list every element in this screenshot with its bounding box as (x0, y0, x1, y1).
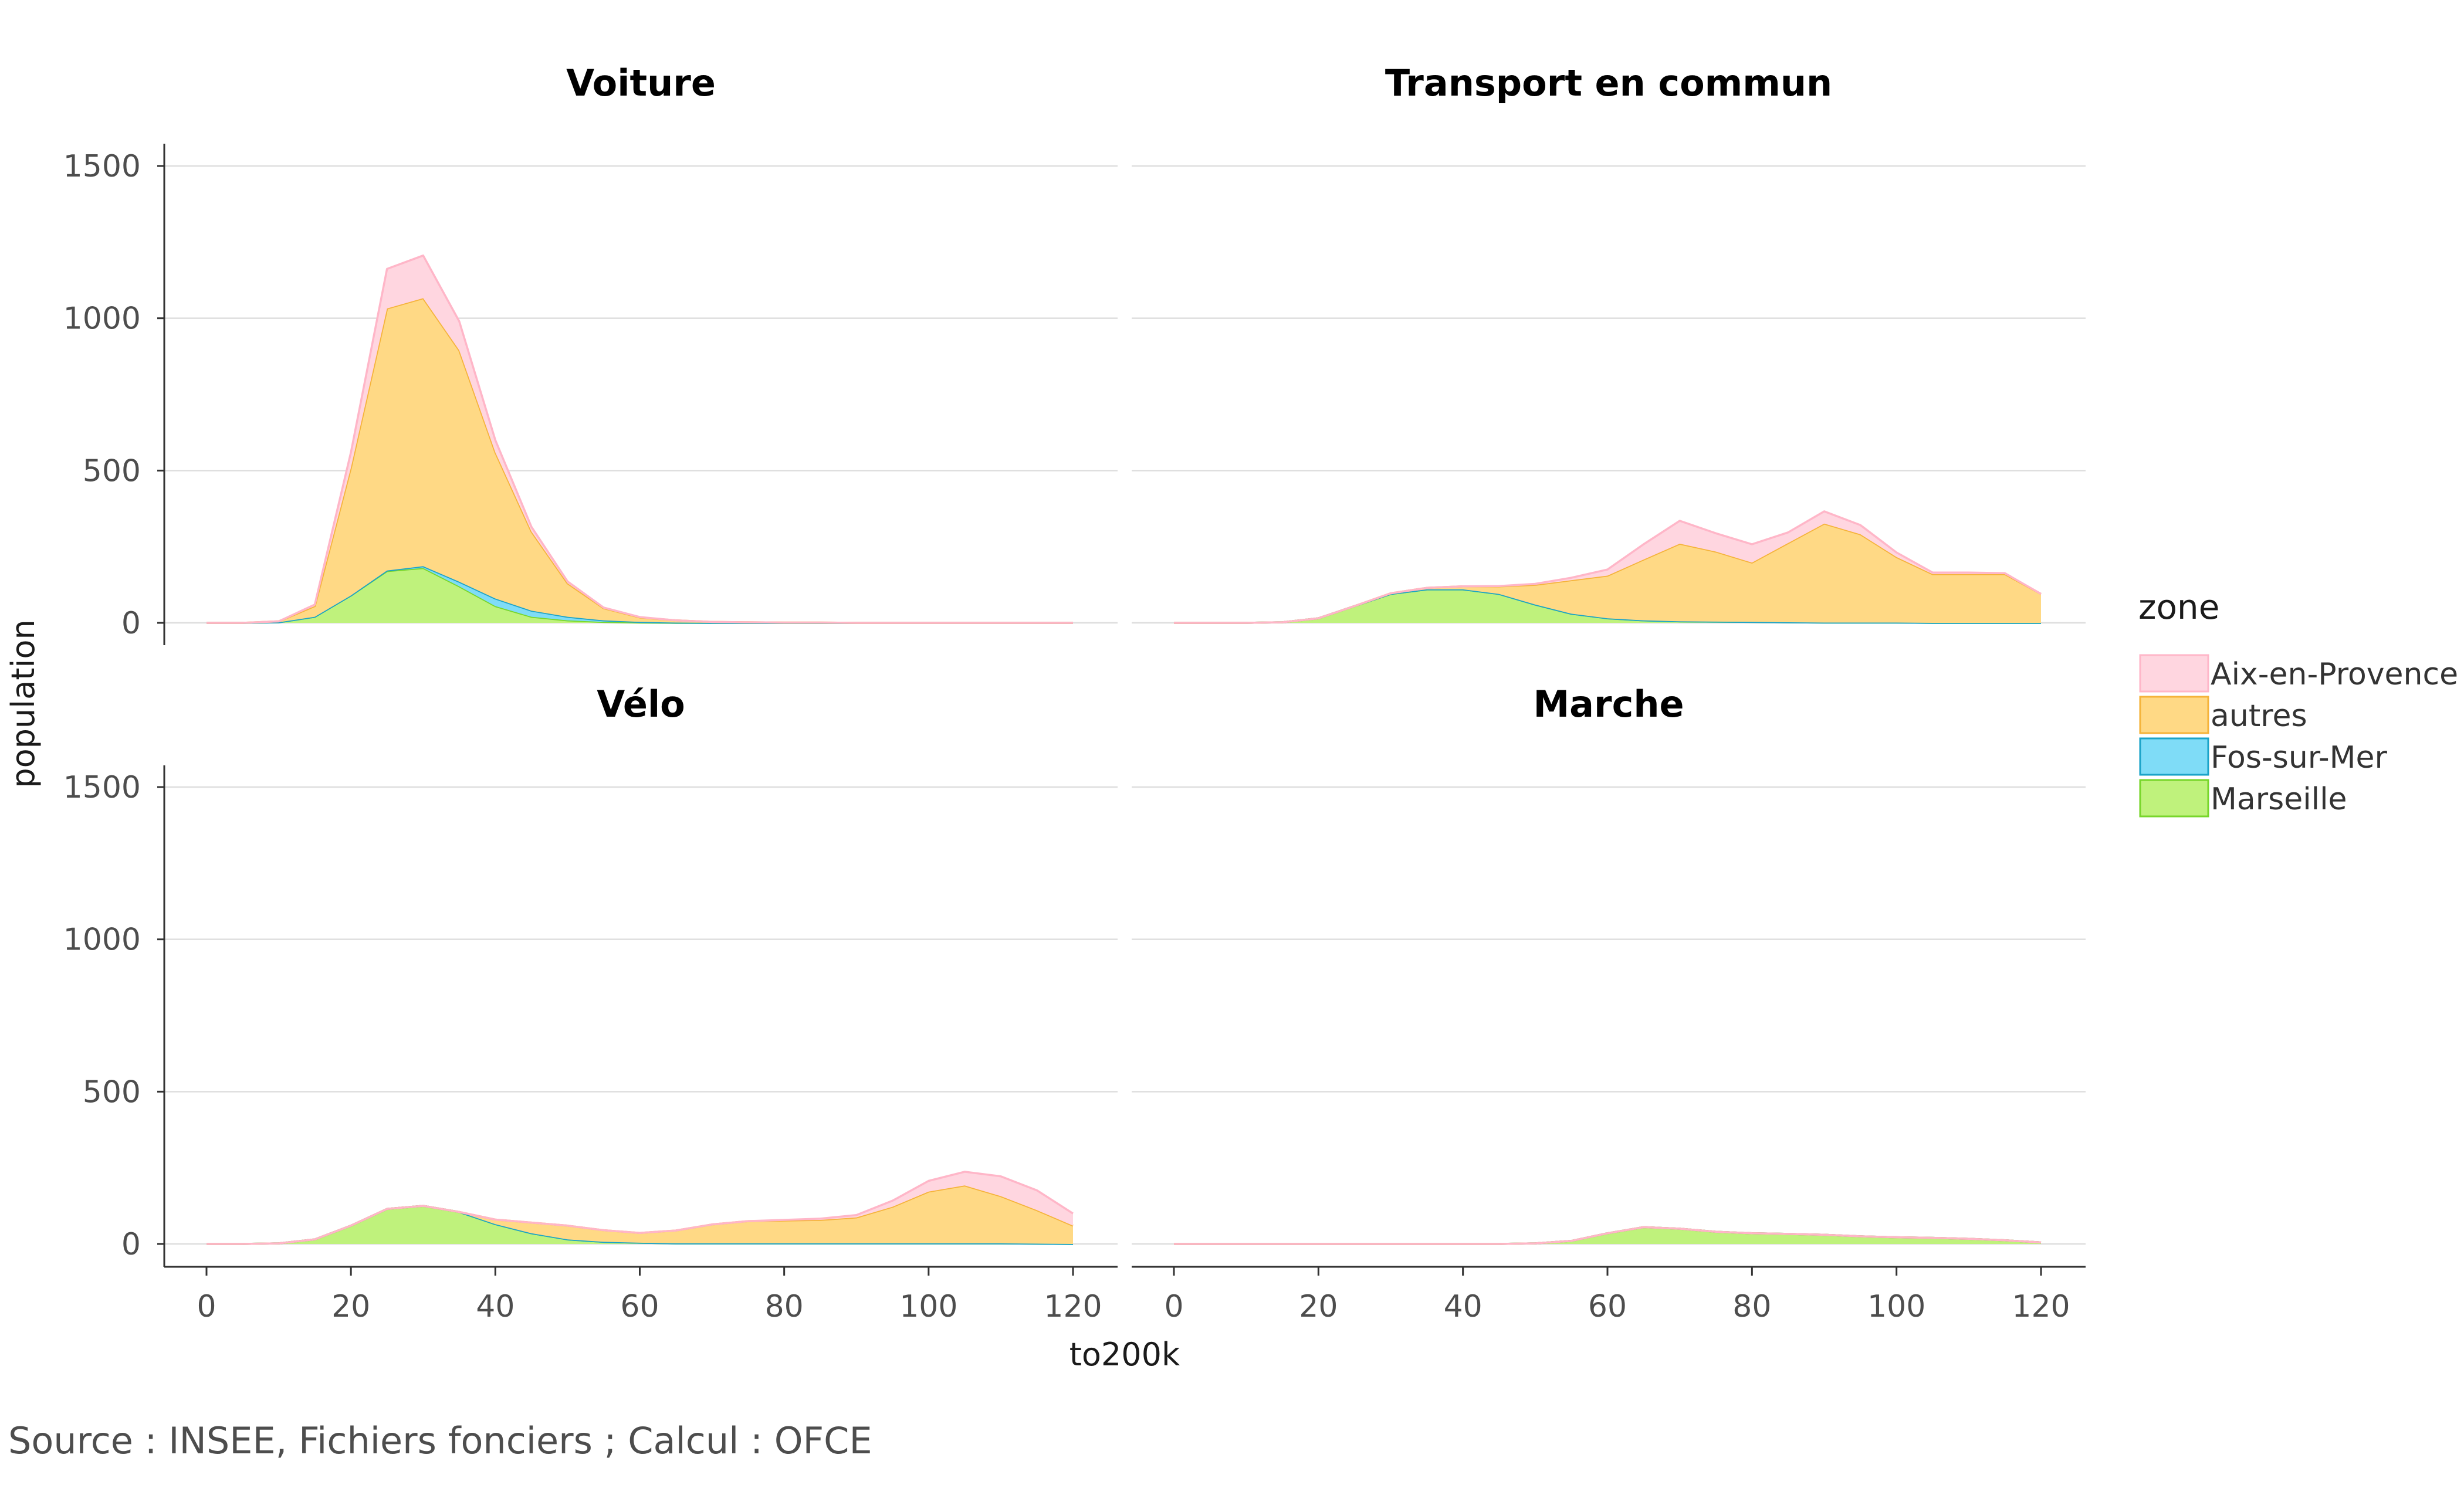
x-tick-label: 20 (331, 1289, 370, 1324)
y-tick-label: 500 (83, 1074, 141, 1110)
source-caption: Source : INSEE, Fichiers fonciers ; Calc… (8, 1419, 872, 1462)
panel-title-v-lo: Vélo (597, 683, 685, 725)
x-tick-label: 20 (1299, 1289, 1338, 1324)
x-tick-label: 80 (1732, 1289, 1771, 1324)
legend-swatch-autres (2139, 696, 2209, 734)
x-tick-label: 120 (2012, 1289, 2070, 1324)
x-tick-label: 40 (1444, 1289, 1483, 1324)
line-marche-aix-en-provence (1174, 1226, 2042, 1245)
x-tick-label: 100 (1867, 1289, 1925, 1324)
y-tick-label: 1500 (63, 770, 141, 805)
area-v-lo-aix-en-provence (207, 1171, 1073, 1244)
y-tick-label: 0 (121, 1227, 141, 1262)
area-transport-en-commun-marseille (1174, 589, 2041, 623)
legend-title: zone (2138, 587, 2219, 627)
y-tick-label: 1000 (63, 301, 141, 337)
area-v-lo-marseille (207, 1206, 1073, 1244)
line-transport-en-commun-aix-en-provence (1174, 510, 2042, 624)
x-tick-label: 80 (765, 1289, 804, 1324)
panel-title-voiture: Voiture (566, 62, 716, 104)
y-tick-label: 0 (121, 606, 141, 641)
legend-label-marseille: Marseille (2211, 782, 2347, 817)
area-voiture-autres (207, 298, 1073, 623)
legend-label-aix-en-provence: Aix-en-Provence (2211, 657, 2458, 692)
x-tick-label: 100 (899, 1289, 957, 1324)
x-tick-label: 120 (1044, 1289, 1102, 1324)
area-transport-en-commun-autres (1174, 523, 2041, 623)
panel-title-marche: Marche (1533, 683, 1684, 725)
x-tick-label: 60 (1588, 1289, 1627, 1324)
y-tick-label: 1000 (63, 923, 141, 958)
y-tick-label: 1500 (63, 149, 141, 184)
legend-label-autres: autres (2211, 699, 2307, 734)
legend-swatch-marseille (2139, 779, 2209, 818)
area-v-lo-autres (207, 1185, 1073, 1244)
area-voiture-marseille (207, 568, 1073, 623)
area-marche-marseille (1174, 1227, 2041, 1244)
legend-swatch-fos-sur-mer (2139, 737, 2209, 776)
legend-label-fos-sur-mer: Fos-sur-Mer (2211, 740, 2387, 775)
x-axis-title: to200k (1069, 1336, 1180, 1373)
panel-title-transport-en-commun: Transport en commun (1385, 62, 1832, 104)
x-tick-label: 0 (1164, 1289, 1183, 1324)
line-v-lo-aix-en-provence (207, 1171, 1074, 1245)
line-voiture-aix-en-provence (207, 254, 1073, 624)
x-tick-label: 60 (620, 1289, 659, 1324)
x-tick-label: 0 (197, 1289, 216, 1324)
x-tick-label: 40 (476, 1289, 515, 1324)
y-tick-label: 500 (83, 453, 141, 489)
y-axis-title: population (5, 619, 42, 788)
legend-swatch-aix-en-provence (2139, 654, 2209, 693)
